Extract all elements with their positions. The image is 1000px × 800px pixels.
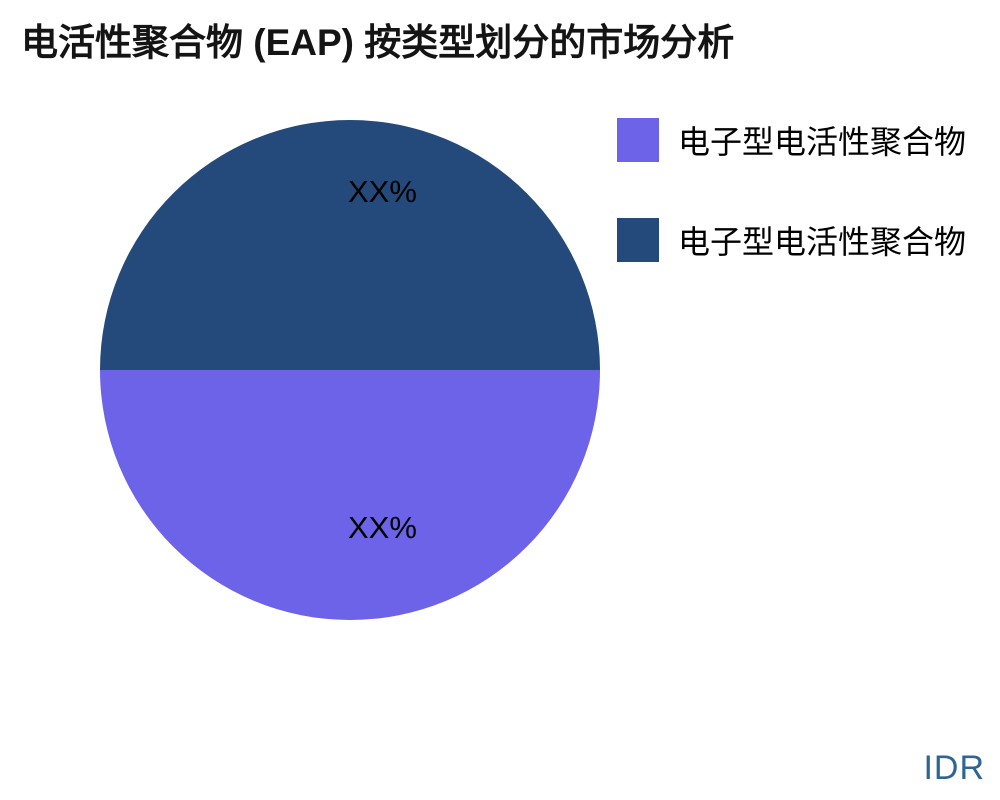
legend: 电子型电活性聚合物 电子型电活性聚合物 — [617, 118, 966, 318]
pie-slice-bottom — [100, 370, 600, 620]
pie-slice-bottom-label: XX% — [348, 510, 417, 545]
chart-title: 电活性聚合物 (EAP) 按类型划分的市场分析 — [21, 22, 735, 63]
pie-slice-top-label: XX% — [348, 174, 417, 209]
legend-item: 电子型电活性聚合物 — [617, 218, 966, 262]
brand-watermark: IDR — [923, 749, 985, 787]
legend-label: 电子型电活性聚合物 — [678, 124, 967, 160]
legend-swatch-purple — [617, 118, 659, 162]
pie-slice-top — [100, 120, 600, 370]
legend-item: 电子型电活性聚合物 — [617, 118, 966, 162]
legend-swatch-navy — [617, 218, 659, 262]
legend-label: 电子型电活性聚合物 — [678, 224, 967, 260]
